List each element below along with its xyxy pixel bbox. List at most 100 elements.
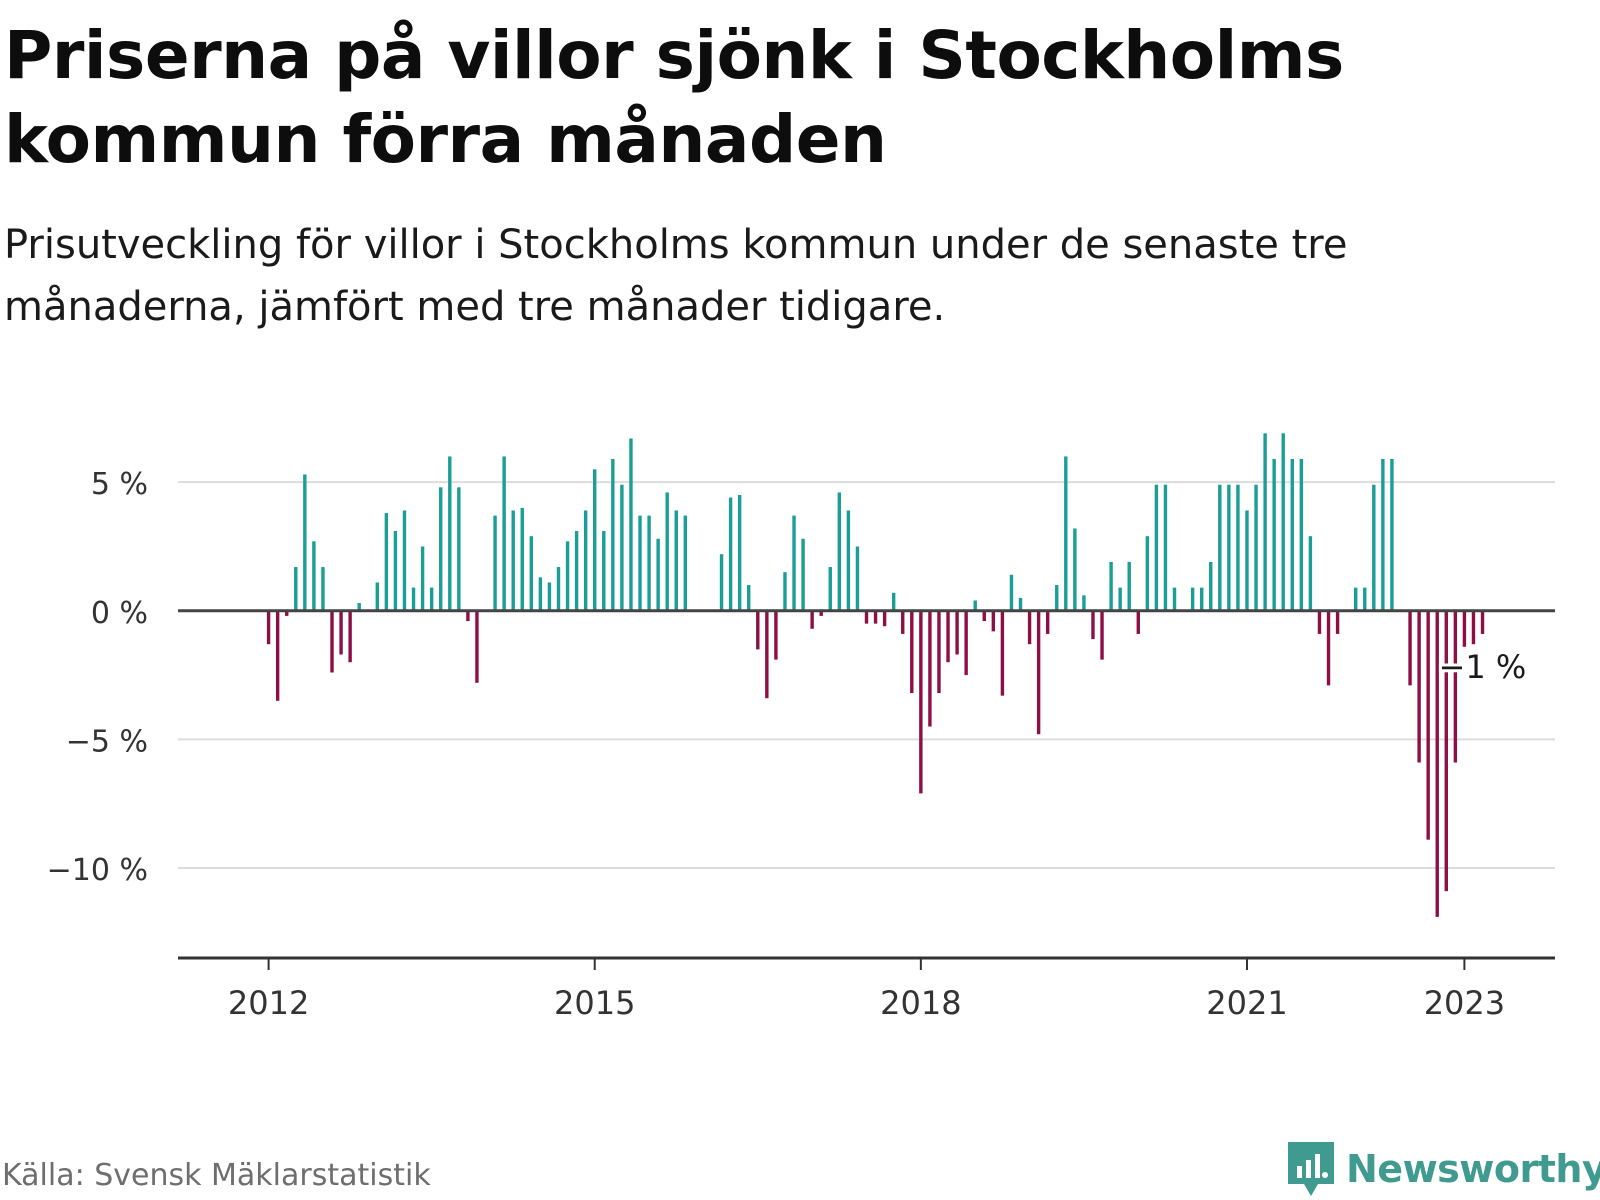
bar-positive [719, 554, 724, 611]
x-axis-ticks: 2012 2015 2018 2021 2023 [228, 958, 1505, 1022]
bar-negative [1326, 610, 1331, 686]
bar-positive [1082, 595, 1086, 611]
bar-negative [475, 610, 479, 683]
bar-positive [1218, 484, 1222, 611]
bar-positive [973, 600, 977, 611]
bar-negative [1036, 610, 1041, 735]
bar-positive [792, 515, 796, 611]
bar-negative [1426, 610, 1430, 840]
newsworthy-logo: Newsworthy [1288, 1138, 1600, 1200]
bar-negative [756, 610, 760, 650]
bar-negative [928, 610, 932, 727]
chart-subtitle: Prisutveckling för villor i Stockholms k… [4, 222, 1348, 330]
bar-positive [439, 487, 443, 611]
bar-negative [819, 610, 823, 616]
bar-positive [801, 538, 805, 611]
bar-negative [275, 610, 280, 701]
bar-positive [511, 510, 515, 611]
logo-wordmark: Newsworthy [1346, 1147, 1600, 1191]
bar-positive [665, 492, 669, 611]
bar-positive [574, 531, 579, 611]
y-tick-label: 5 % [91, 467, 148, 502]
bar-positive [384, 513, 389, 611]
x-tick-label: 2015 [554, 984, 635, 1022]
bar-positive [448, 456, 452, 611]
bar-positive [855, 546, 860, 611]
bar-negative [1317, 610, 1322, 634]
bar-positive [502, 456, 506, 611]
bar-positive [1073, 528, 1077, 611]
bar-positive [837, 492, 842, 611]
bar-positive [1127, 561, 1131, 611]
bar-positive [1109, 561, 1113, 611]
bar-negative [919, 610, 923, 794]
bar-positive [393, 531, 398, 611]
y-tick-label: −5 % [66, 724, 148, 759]
bar-negative [1462, 610, 1467, 647]
bar-positive [737, 495, 742, 611]
bar-positive [1363, 587, 1367, 611]
bar-positive [1154, 484, 1159, 611]
bar-negative [348, 610, 352, 663]
bar-positive [1055, 585, 1059, 611]
bar-positive [411, 587, 416, 611]
bar-positive [429, 587, 434, 611]
bar-positive [1199, 587, 1204, 611]
bar-positive [1145, 536, 1150, 611]
bar-positive [1245, 510, 1249, 611]
bar-positive [1172, 587, 1177, 611]
bar-positive [683, 515, 688, 611]
bar-positive [303, 474, 307, 611]
bar-negative [1417, 610, 1421, 763]
bar-positive [1290, 459, 1294, 611]
bar-negative [774, 610, 778, 660]
bar-positive [520, 507, 524, 611]
annotations: −1 % [1436, 645, 1530, 689]
bar-positive [846, 510, 851, 611]
bar-positive [321, 567, 325, 611]
bar-positive [783, 572, 787, 611]
bar-positive [1064, 456, 1068, 611]
bar-negative [1335, 610, 1340, 634]
bar-negative [765, 610, 769, 699]
bar-positive [611, 459, 615, 611]
newsworthy-bar-chart-icon [1288, 1142, 1334, 1196]
bars [266, 433, 1485, 917]
bar-negative [810, 610, 814, 629]
bar-positive [1254, 484, 1258, 611]
bar-positive [1227, 484, 1231, 611]
bar-positive [620, 484, 624, 611]
bar-negative [1453, 610, 1458, 763]
bar-positive [1236, 484, 1240, 611]
bar-negative [910, 610, 914, 694]
bar-positive [538, 577, 543, 611]
bar-positive [1299, 459, 1304, 611]
bar-positive [629, 438, 633, 611]
axes [178, 609, 1555, 960]
bar-negative [466, 610, 470, 622]
bar-positive [547, 582, 552, 611]
bar-negative [882, 610, 887, 627]
x-tick-label: 2021 [1206, 984, 1287, 1022]
bar-positive [602, 531, 606, 611]
y-axis-tick-labels: 5 % 0 % −5 % −10 % [47, 467, 148, 888]
bar-positive [674, 510, 678, 611]
bar-positive [375, 582, 379, 611]
bar-positive [728, 497, 733, 611]
bar-negative [1045, 610, 1050, 634]
x-tick-label: 2023 [1424, 984, 1505, 1022]
bar-negative [873, 610, 878, 624]
chart-title: Priserna på villor sjönk i Stockholms ko… [4, 17, 1344, 178]
bar-positive [1209, 561, 1213, 611]
bar-positive [529, 536, 534, 611]
bar-negative [1435, 610, 1439, 917]
bar-positive [1263, 433, 1267, 611]
bar-positive [747, 585, 751, 611]
bar-positive [457, 487, 461, 611]
bar-positive [1118, 587, 1122, 611]
bar-positive [357, 603, 361, 611]
bar-positive [638, 515, 642, 611]
bar-negative [955, 610, 959, 655]
bar-positive [1390, 459, 1394, 611]
bar-positive [420, 546, 425, 611]
